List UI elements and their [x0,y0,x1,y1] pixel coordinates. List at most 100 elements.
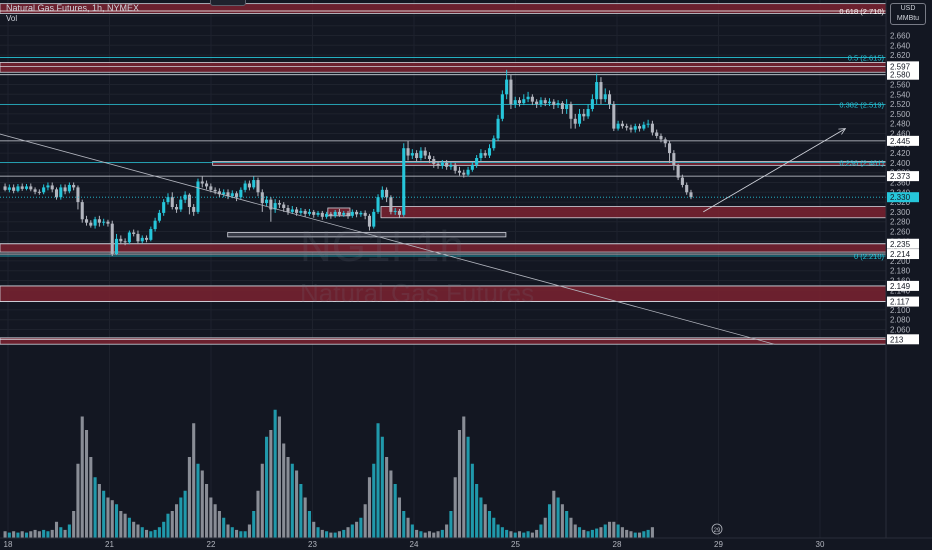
candle-body [316,212,320,215]
candle-body [76,187,80,203]
volume-bar [316,527,320,538]
volume-bar [397,497,402,538]
candle-body [359,212,363,215]
candle-body [72,184,76,188]
volume-bar [633,532,637,538]
volume-bar [599,527,603,538]
candle-body [389,197,393,212]
currency-unit-box[interactable]: USD MMBtu [890,3,926,25]
y-tick-label: 2.540 [890,90,911,99]
volume-bar [205,484,209,538]
volume-bar [389,470,393,538]
level-label-box [887,238,919,249]
candle-body [12,187,16,191]
candle-body [406,148,410,156]
volume-bar [200,470,204,538]
volume-bar [76,463,80,538]
volume-bar [325,531,329,538]
volume-bar [535,529,539,538]
volume-bar [440,529,444,538]
candle-body [526,96,530,100]
volume-bar [222,517,226,538]
candle-body [376,197,380,212]
volume-bar [114,504,119,538]
price-axis [886,0,932,538]
volume-bar [560,504,564,538]
volume-bar [470,463,474,538]
candle-body [325,213,329,217]
candle-body [170,197,174,207]
volume-bar [513,532,517,538]
candle-body [355,211,359,215]
volume-bar [582,529,586,538]
candle-body [590,99,594,109]
volume-bar [299,484,303,538]
candle-body [337,211,341,215]
volume-label: Vol [6,14,18,23]
volume-bar [517,531,522,538]
candle-body [423,150,427,156]
x-tick-label: 18 [4,540,13,549]
candle-body [119,238,123,242]
fib-label: 0.382 (2.519) [839,101,884,110]
volume-bar [3,531,7,538]
volume-bar [539,524,543,538]
volume-bar [565,511,569,538]
candle-body [522,99,526,104]
volume-bar [7,532,11,538]
volume-bar [367,477,372,538]
volume-bar [595,528,599,538]
supply-demand-zone [380,206,887,219]
volume-bar [213,504,217,538]
candle-body [269,199,273,210]
candle-body [166,197,170,203]
candle-body [487,148,492,156]
chart-title: Natural Gas Futures, 1h, NYMEX [6,3,140,13]
x-tick-label: 29 [714,540,723,549]
level-label-box [887,171,919,182]
watermark-name: Natural Gas Futures [300,278,535,308]
volume-bar [616,524,620,538]
volume-bar [337,531,341,538]
candle-body [517,100,522,104]
candle-body [612,104,616,129]
candle-body [530,96,534,102]
volume-bar [42,529,46,538]
collapse-button[interactable] [210,0,246,6]
candle-body [620,123,624,127]
volume-bar [226,524,230,538]
volume-bar [496,524,500,538]
level-label-box [887,135,919,146]
volume-bar [436,531,440,538]
candle-body [329,213,333,216]
candle-body [367,215,372,227]
time-axis [0,538,932,550]
volume-bar [33,529,37,538]
volume-bar [556,497,560,538]
volume-bar [12,531,16,538]
volume-bar [577,527,582,538]
candle-body [496,118,500,139]
fib-label: 0 (2.210) [854,252,885,261]
volume-bar [449,511,453,538]
current-price-label: 2.330 [890,193,911,202]
volume-bar [166,513,170,538]
candle-body [273,203,277,210]
candle-body [80,202,84,220]
y-tick-label: 2.300 [890,208,911,217]
session-marker-icon [711,523,723,535]
volume-bar [500,527,504,538]
volume-bar [342,529,346,538]
volume-bar [217,511,221,538]
candle-body [102,221,106,223]
volume-bar [93,477,97,538]
volume-bar [196,463,200,538]
candle-body [187,194,191,207]
level-label: 2.373 [890,172,911,181]
arrow-head [838,128,847,135]
level-label: 2.235 [890,240,911,249]
volume-bar [355,521,359,538]
volume-bar [466,436,470,538]
